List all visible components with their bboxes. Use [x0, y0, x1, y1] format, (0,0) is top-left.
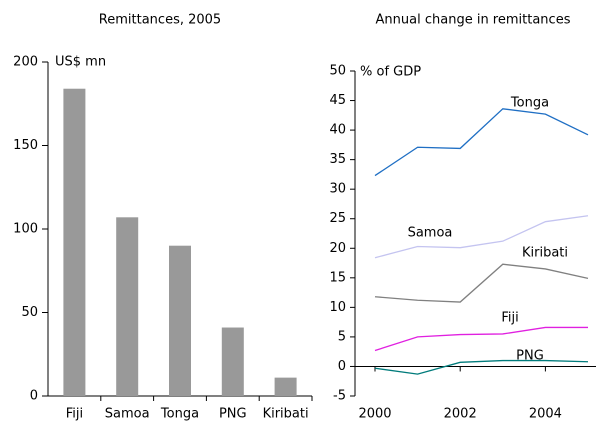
y-tick-label: 35: [329, 152, 346, 167]
y-tick-label: 100: [13, 222, 38, 237]
y-tick-label: 20: [329, 241, 346, 256]
y-tick-label: 45: [329, 93, 346, 108]
x-tick-label: Tonga: [160, 407, 199, 422]
y-axis-label: % of GDP: [360, 65, 421, 80]
bar: [221, 327, 244, 396]
y-tick-label: 50: [329, 64, 346, 79]
line-series: [374, 359, 589, 375]
series-label: Fiji: [501, 311, 518, 326]
series-label: Tonga: [510, 96, 549, 111]
y-tick-label: -5: [333, 389, 346, 404]
y-tick-label: 150: [13, 138, 38, 153]
bar: [63, 88, 86, 396]
series-label: PNG: [516, 349, 544, 364]
y-tick-label: 50: [21, 305, 38, 320]
chart-title: Remittances, 2005: [99, 13, 221, 28]
x-tick-label: PNG: [219, 407, 247, 422]
x-tick-label: Kiribati: [263, 407, 309, 422]
line-series: [374, 263, 589, 303]
y-tick-label: 5: [338, 329, 346, 344]
series-label: Kiribati: [522, 246, 568, 261]
line-series: [374, 215, 589, 259]
x-tick-label: 2002: [444, 407, 477, 422]
line-series: [374, 326, 588, 352]
y-axis-label: US$ mn: [55, 55, 106, 70]
bar: [274, 377, 297, 396]
y-tick-label: 25: [329, 211, 346, 226]
bar: [169, 245, 191, 396]
y-tick-label: 10: [329, 300, 346, 315]
x-tick-label: Fiji: [66, 407, 83, 422]
y-tick-label: 40: [329, 123, 346, 138]
series-label: Samoa: [408, 226, 453, 241]
line-series: [374, 108, 589, 177]
y-tick-label: 0: [338, 359, 346, 374]
chart-title: Annual change in remittances: [376, 13, 571, 28]
x-tick-label: Samoa: [105, 407, 150, 422]
y-tick-label: 30: [329, 182, 346, 197]
y-tick-label: 15: [329, 270, 346, 285]
bar: [116, 217, 139, 396]
x-tick-label: 2004: [529, 407, 562, 422]
y-tick-label: 0: [30, 389, 38, 404]
x-tick-label: 2000: [358, 407, 391, 422]
y-tick-label: 200: [13, 55, 38, 70]
